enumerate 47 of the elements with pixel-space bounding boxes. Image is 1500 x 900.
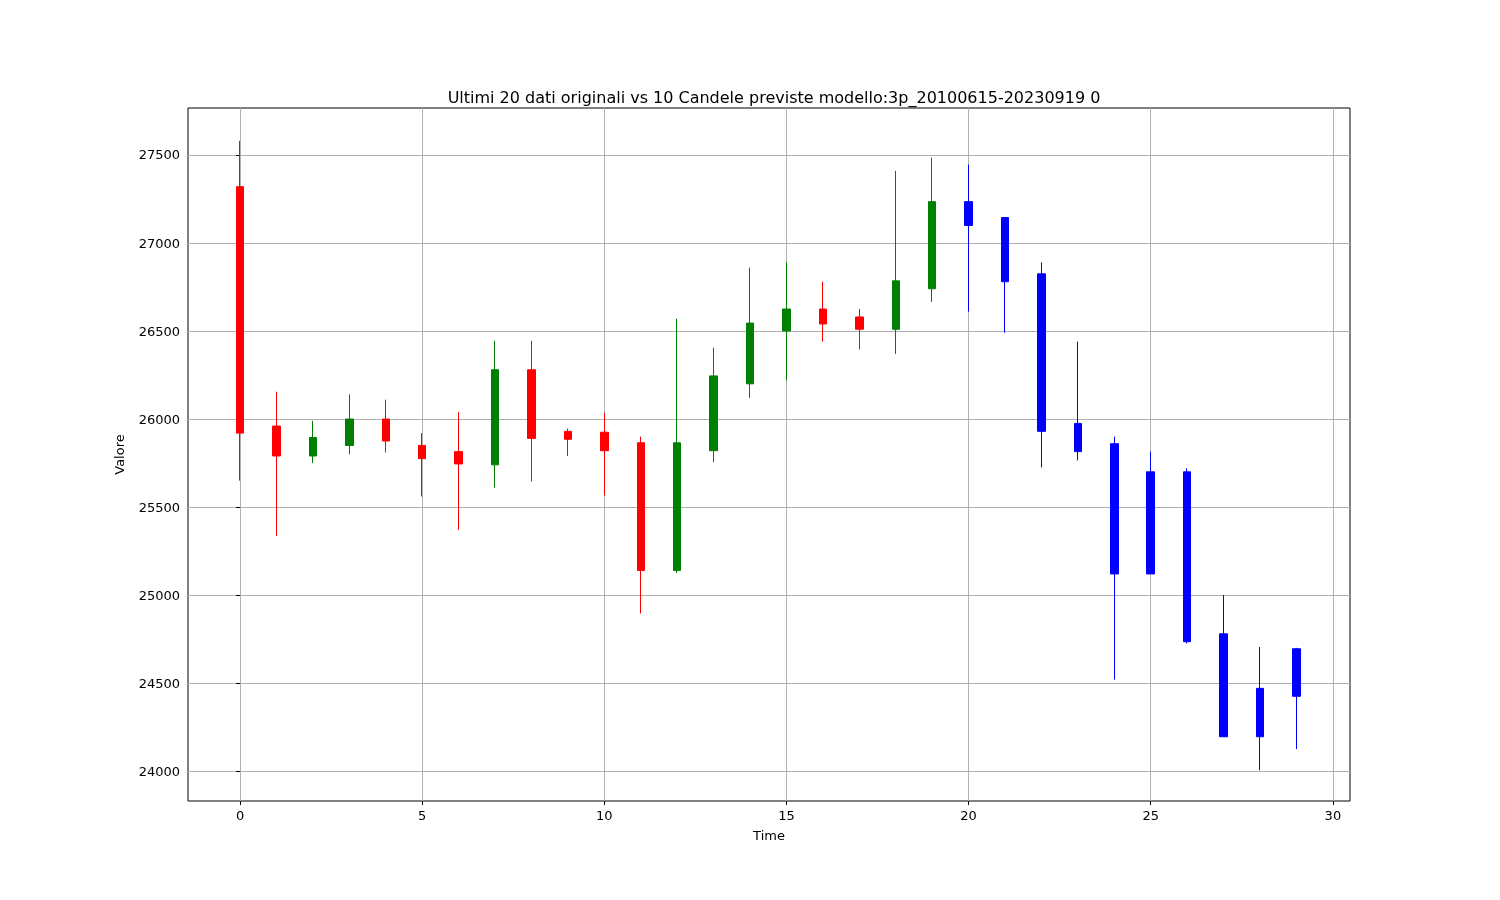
x-tick-label: 30: [1324, 808, 1342, 823]
y-tick-label: 25000: [138, 587, 180, 603]
candlestick: [527, 340, 536, 483]
candlestick: [964, 164, 973, 313]
candlestick: [600, 412, 609, 497]
candlestick: [746, 267, 754, 399]
candlestick: [491, 340, 499, 489]
y-tick-label: 26000: [138, 411, 180, 427]
candlestick: [454, 411, 463, 531]
x-axis-title: Time: [752, 828, 785, 843]
x-tick-label: 5: [418, 808, 427, 823]
candlestick: [309, 420, 317, 464]
candlestick: [418, 432, 426, 497]
x-tick-label: 0: [235, 808, 245, 823]
candlestick: [637, 436, 645, 615]
candlestick: [272, 391, 281, 537]
y-axis-title: Valore: [112, 434, 127, 475]
candlestick: [928, 157, 936, 303]
y-tick-label: 25500: [138, 499, 180, 515]
chart-title: Ultimi 20 dati originali vs 10 Candele previste modello:3p_20100615-20230919 0: [447, 87, 1101, 108]
candlestick: [673, 318, 681, 574]
candlestick: [1110, 436, 1119, 681]
y-tick-label: 27500: [138, 147, 180, 163]
x-tick-label: 10: [596, 808, 613, 823]
candlestick: [1256, 646, 1264, 771]
candlestick: [1001, 216, 1009, 334]
candlestick: [855, 308, 864, 350]
y-tick-label: 27000: [138, 235, 180, 251]
x-tick-label: 20: [960, 808, 977, 823]
candlestick: [1074, 341, 1082, 461]
candlestick: [709, 347, 718, 463]
y-tick-label: 24500: [138, 675, 180, 691]
candlestick: [892, 170, 900, 355]
x-tick-label: 25: [1142, 808, 1160, 823]
candlestick: [564, 428, 572, 457]
y-tick-label: 24000: [138, 763, 180, 779]
candlestick: [345, 393, 354, 455]
candlestick: [1219, 594, 1228, 738]
candlestick: [1037, 261, 1046, 468]
candlestick: [382, 399, 390, 453]
candlestick: [1292, 647, 1301, 750]
x-tick-label: 15: [778, 808, 795, 823]
candlestick: [819, 281, 827, 343]
candlestick: [1146, 451, 1155, 575]
candlestick: [1183, 467, 1191, 644]
candlestick: [782, 261, 791, 381]
y-tick-label: 26500: [138, 323, 180, 339]
